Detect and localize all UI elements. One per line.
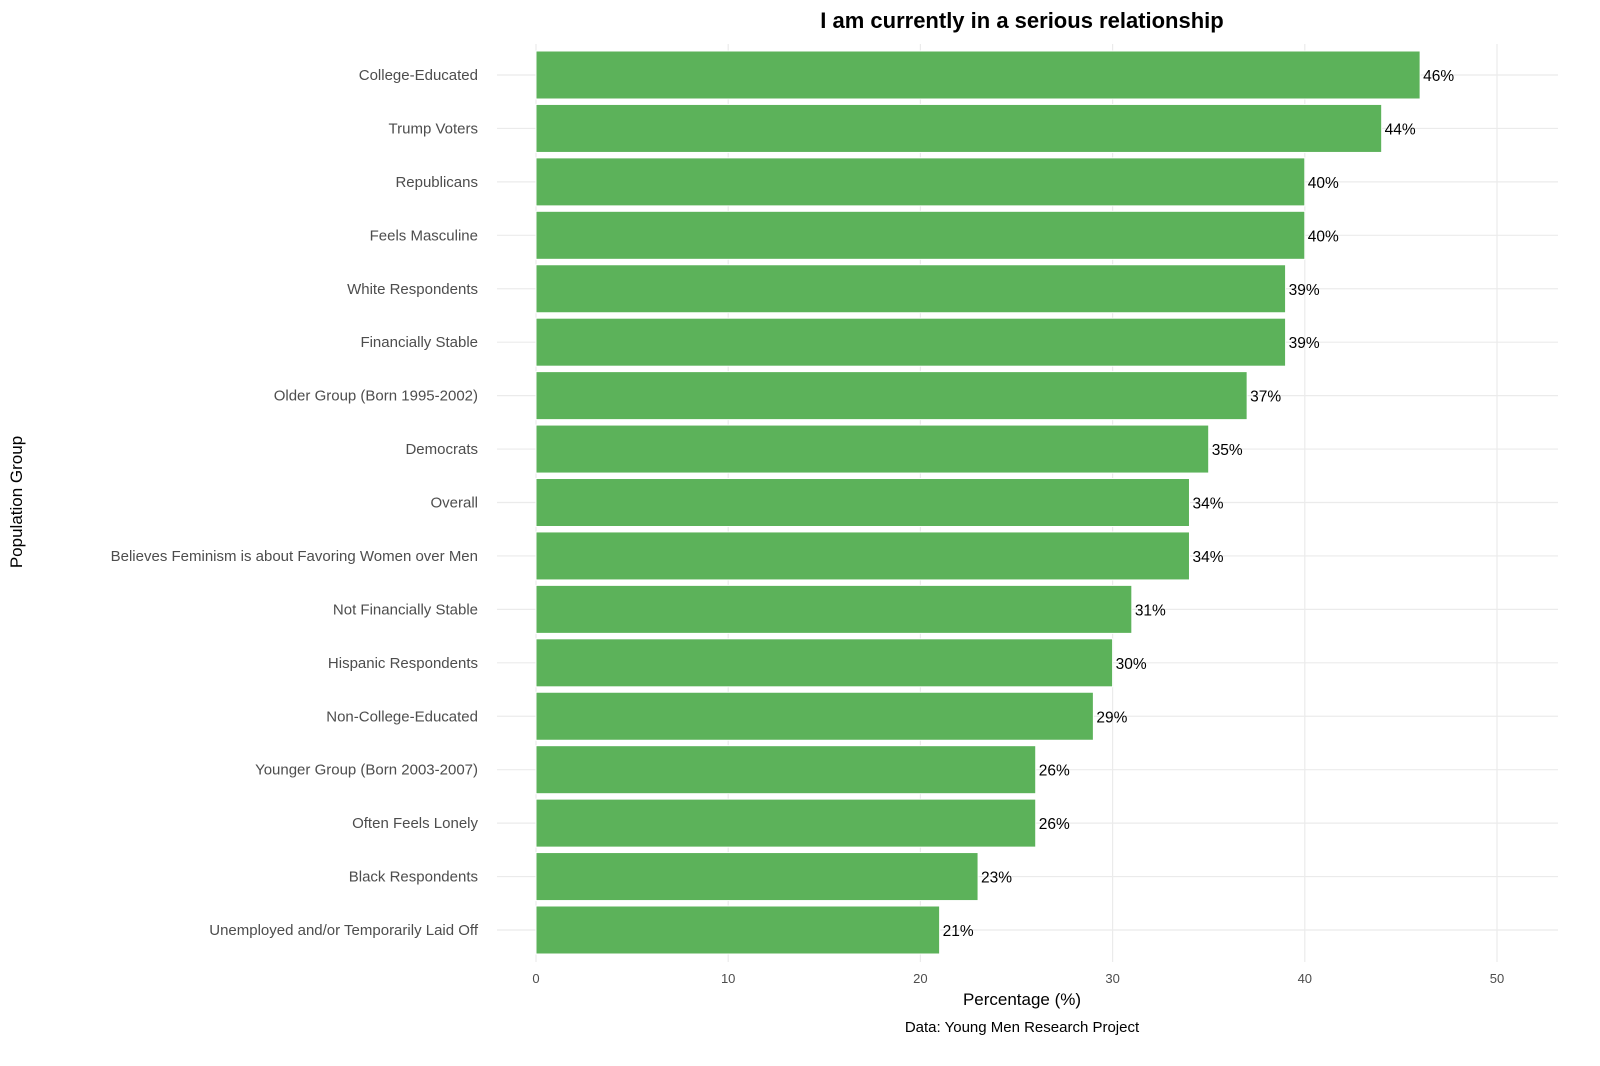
bar bbox=[535, 424, 1210, 474]
y-tick-labels: College-Educated Trump Voters Republicans F… bbox=[111, 67, 479, 939]
x-tick-label: 50 bbox=[1490, 971, 1504, 986]
bar bbox=[535, 210, 1306, 260]
y-tick-label: Younger Group (Born 2003-2007) bbox=[255, 762, 478, 779]
data-label: 31% bbox=[1135, 602, 1166, 619]
caption: Data: Young Men Research Project bbox=[905, 1019, 1140, 1036]
y-tick-label: Older Group (Born 1995-2002) bbox=[274, 388, 478, 405]
data-label: 21% bbox=[943, 923, 974, 940]
y-tick-label: Republicans bbox=[395, 174, 478, 191]
x-tick-label: 0 bbox=[532, 971, 539, 986]
data-label: 34% bbox=[1192, 549, 1223, 566]
bar bbox=[535, 157, 1306, 207]
bar bbox=[535, 584, 1133, 634]
data-labels: 46% 44% 40% 40% 39% 39% 37% 35% 34% 34% 31% 30% 29% 2… bbox=[943, 68, 1455, 940]
bar bbox=[535, 745, 1037, 795]
data-label: 23% bbox=[981, 870, 1012, 887]
x-axis-label: Percentage (%) bbox=[963, 990, 1081, 1009]
x-tick-label: 20 bbox=[913, 971, 927, 986]
y-tick-label: Trump Voters bbox=[389, 120, 478, 137]
data-label: 30% bbox=[1116, 656, 1147, 673]
data-label: 40% bbox=[1308, 228, 1339, 245]
data-label: 39% bbox=[1289, 282, 1320, 299]
y-axis-label: Population Group bbox=[7, 436, 26, 568]
y-tick-label: Not Financially Stable bbox=[333, 601, 478, 618]
y-tick-label: Overall bbox=[430, 495, 478, 512]
bar bbox=[535, 798, 1037, 848]
data-label: 37% bbox=[1250, 389, 1281, 406]
bar bbox=[535, 264, 1287, 314]
bar bbox=[535, 371, 1248, 421]
bar bbox=[535, 103, 1383, 153]
y-tick-label: Black Respondents bbox=[349, 869, 478, 886]
data-label: 44% bbox=[1385, 121, 1416, 138]
bar bbox=[535, 50, 1421, 100]
bar bbox=[535, 852, 979, 902]
y-tick-label: Unemployed and/or Temporarily Laid Off bbox=[209, 922, 479, 939]
x-tick-label: 10 bbox=[721, 971, 735, 986]
data-label: 39% bbox=[1289, 335, 1320, 352]
x-tick-labels: 0 10 20 30 40 50 bbox=[532, 971, 1504, 986]
y-tick-label: Believes Feminism is about Favoring Wome… bbox=[111, 548, 478, 565]
y-tick-label: Hispanic Respondents bbox=[328, 655, 478, 672]
x-tick-label: 30 bbox=[1105, 971, 1119, 986]
chart-title: I am currently in a serious relationship bbox=[820, 8, 1223, 33]
y-tick-label: Democrats bbox=[405, 441, 478, 458]
data-label: 26% bbox=[1039, 763, 1070, 780]
bar bbox=[535, 691, 1094, 741]
data-label: 40% bbox=[1308, 175, 1339, 192]
bar bbox=[535, 531, 1190, 581]
data-label: 35% bbox=[1212, 442, 1243, 459]
data-label: 26% bbox=[1039, 816, 1070, 833]
data-label: 29% bbox=[1096, 709, 1127, 726]
y-tick-label: Non-College-Educated bbox=[326, 708, 478, 725]
bar bbox=[535, 905, 941, 955]
bar bbox=[535, 638, 1114, 688]
bar bbox=[535, 478, 1190, 527]
data-label: 46% bbox=[1423, 68, 1454, 85]
data-label: 34% bbox=[1192, 496, 1223, 513]
y-tick-label: Financially Stable bbox=[360, 334, 478, 351]
y-tick-label: White Respondents bbox=[347, 281, 478, 298]
x-tick-label: 40 bbox=[1298, 971, 1312, 986]
bars bbox=[535, 50, 1421, 955]
y-tick-label: College-Educated bbox=[359, 67, 478, 84]
y-tick-label: Feels Masculine bbox=[370, 227, 478, 244]
bar bbox=[535, 317, 1287, 367]
y-tick-label: Often Feels Lonely bbox=[352, 815, 478, 832]
